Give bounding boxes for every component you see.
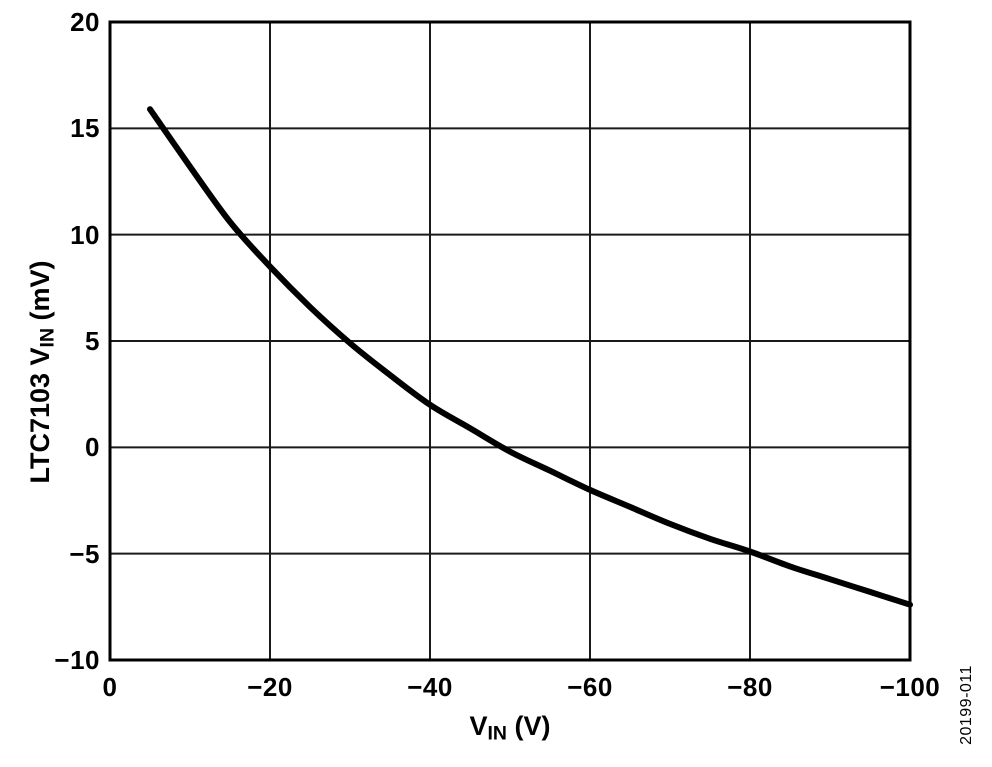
x-tick-label: −80 [727, 672, 773, 702]
x-axis-label: VIN (V) [360, 708, 660, 751]
y-tick-label: 5 [85, 326, 100, 356]
y-tick-label: −10 [54, 645, 100, 675]
x-axis-label-unit: (V) [506, 711, 551, 741]
figure-number: 20199-011 [958, 665, 975, 745]
x-tick-label: −40 [407, 672, 453, 702]
y-tick-label: 15 [70, 113, 100, 144]
x-tick-label: −20 [247, 672, 293, 702]
y-tick-label: 20 [70, 7, 100, 37]
x-axis-label-text: V [469, 711, 488, 741]
x-tick-label: 0 [102, 672, 118, 702]
y-axis-label: LTC7103 VIN (mV) [22, 22, 58, 722]
y-axis-label-unit: (mV) [25, 260, 55, 328]
y-tick-label: −5 [69, 538, 100, 569]
plot-frame [108, 20, 912, 662]
y-axis-label-text: LTC7103 V [25, 347, 55, 484]
y-axis-label-subscript: IN [36, 328, 59, 348]
y-tick-label: 0 [85, 432, 100, 463]
data-curve [147, 106, 913, 608]
x-tick-label: −60 [567, 672, 613, 702]
y-tick-label: 10 [70, 219, 100, 250]
x-tick-label: −100 [879, 672, 941, 702]
x-axis-label-subscript: IN [487, 722, 507, 745]
